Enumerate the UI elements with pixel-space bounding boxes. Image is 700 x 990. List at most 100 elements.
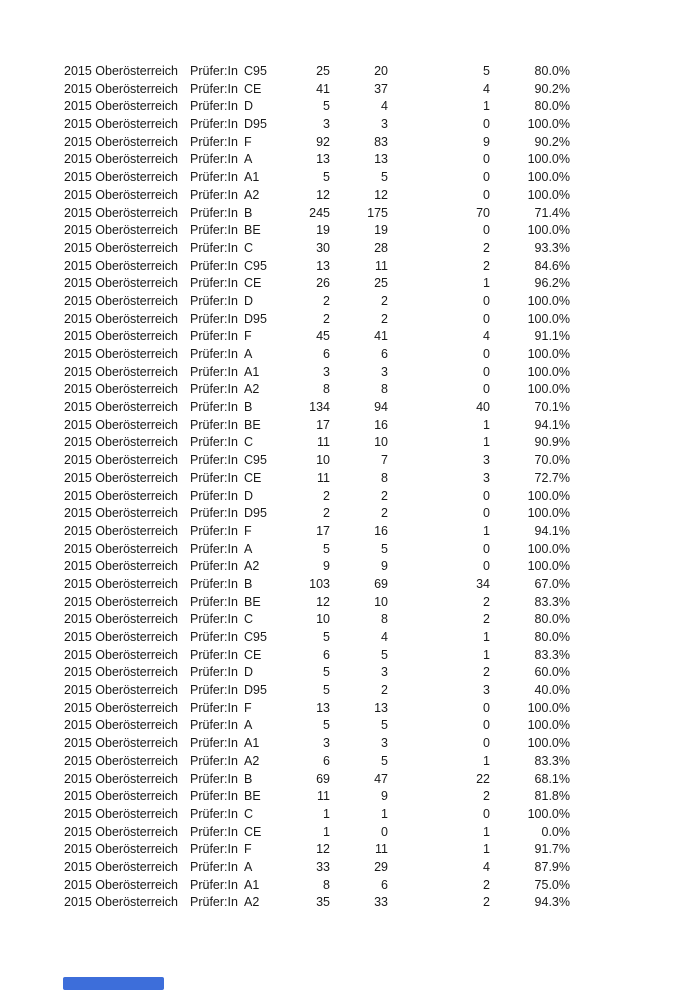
cell-passed: 8 xyxy=(381,382,388,397)
cell-passed: 33 xyxy=(374,895,388,910)
cell-license-class: A2 xyxy=(244,382,260,397)
cell-total: 17 xyxy=(316,417,330,432)
table-row: 2015 Oberösterreich Prüfer:In C95 13 11 … xyxy=(0,258,570,276)
cell-pass-rate: 71.4% xyxy=(534,205,570,220)
cell-passed: 4 xyxy=(381,99,388,114)
cell-passed: 3 xyxy=(381,364,388,379)
cell-passed: 5 xyxy=(381,753,388,768)
cell-total: 17 xyxy=(316,523,330,538)
table-row: 2015 Oberösterreich Prüfer:In D95 2 2 0 … xyxy=(0,311,570,329)
cell-pass-rate: 100.0% xyxy=(527,223,570,238)
cell-total: 5 xyxy=(323,630,330,644)
cell-license-class: D95 xyxy=(244,506,267,521)
cell-failed: 0 xyxy=(483,152,490,167)
cell-year-region: 2015 Oberösterreich xyxy=(64,647,178,662)
table-row: 2015 Oberösterreich Prüfer:In D 2 2 0 10… xyxy=(0,488,570,506)
cell-year-region: 2015 Oberösterreich xyxy=(64,382,178,397)
cell-year-region: 2015 Oberösterreich xyxy=(64,347,178,361)
cell-year-region: 2015 Oberösterreich xyxy=(64,117,178,132)
cell-license-class: C xyxy=(244,612,254,627)
cell-examiner: Prüfer:In xyxy=(190,895,238,910)
table-row: 2015 Oberösterreich Prüfer:In A2 9 9 0 1… xyxy=(0,558,570,576)
cell-total: 5 xyxy=(323,541,330,556)
table-row: 2015 Oberösterreich Prüfer:In A 6 6 0 10… xyxy=(0,346,570,364)
cell-total: 35 xyxy=(316,895,330,910)
cell-year-region: 2015 Oberösterreich xyxy=(64,417,178,432)
cell-examiner: Prüfer:In xyxy=(190,470,238,485)
cell-failed: 1 xyxy=(483,842,490,857)
table-row: 2015 Oberösterreich Prüfer:In F 45 41 4 … xyxy=(0,328,570,346)
data-table: 2015 Oberösterreich Prüfer:In C95 25 20 … xyxy=(0,63,570,912)
cell-pass-rate: 83.3% xyxy=(534,753,570,768)
cell-pass-rate: 94.1% xyxy=(534,417,570,432)
cell-examiner: Prüfer:In xyxy=(190,417,238,432)
table-row: 2015 Oberösterreich Prüfer:In BE 19 19 0… xyxy=(0,222,570,240)
cell-year-region: 2015 Oberösterreich xyxy=(64,665,178,680)
cell-year-region: 2015 Oberösterreich xyxy=(64,576,178,591)
cell-license-class: F xyxy=(244,134,252,149)
cell-total: 134 xyxy=(309,400,330,415)
table-row: 2015 Oberösterreich Prüfer:In C95 10 7 3… xyxy=(0,452,570,470)
cell-license-class: A1 xyxy=(244,736,260,751)
table-row: 2015 Oberösterreich Prüfer:In C95 25 20 … xyxy=(0,63,570,81)
cell-failed: 3 xyxy=(483,453,490,468)
cell-total: 3 xyxy=(323,364,330,379)
table-row: 2015 Oberösterreich Prüfer:In A2 8 8 0 1… xyxy=(0,381,570,399)
cell-pass-rate: 100.0% xyxy=(527,736,570,751)
cell-year-region: 2015 Oberösterreich xyxy=(64,364,178,379)
cell-pass-rate: 100.0% xyxy=(527,311,570,326)
cell-passed: 9 xyxy=(381,559,388,574)
table-row: 2015 Oberösterreich Prüfer:In D 5 3 2 60… xyxy=(0,664,570,682)
cell-failed: 34 xyxy=(476,576,490,591)
cell-license-class: D95 xyxy=(244,683,267,698)
cell-license-class: A1 xyxy=(244,364,260,379)
cell-pass-rate: 67.0% xyxy=(534,576,570,591)
cell-year-region: 2015 Oberösterreich xyxy=(64,134,178,149)
cell-pass-rate: 100.0% xyxy=(527,152,570,167)
cell-passed: 37 xyxy=(374,81,388,96)
cell-passed: 6 xyxy=(381,347,388,361)
cell-passed: 16 xyxy=(374,523,388,538)
cell-year-region: 2015 Oberösterreich xyxy=(64,152,178,167)
cell-failed: 1 xyxy=(483,753,490,768)
cell-license-class: C95 xyxy=(244,453,267,468)
cell-pass-rate: 83.3% xyxy=(534,594,570,609)
cell-examiner: Prüfer:In xyxy=(190,824,238,839)
cell-passed: 3 xyxy=(381,665,388,680)
cell-total: 3 xyxy=(323,736,330,751)
table-row: 2015 Oberösterreich Prüfer:In BE 11 9 2 … xyxy=(0,788,570,806)
cell-license-class: A1 xyxy=(244,877,260,892)
cell-year-region: 2015 Oberösterreich xyxy=(64,789,178,804)
cell-pass-rate: 75.0% xyxy=(534,877,570,892)
cell-examiner: Prüfer:In xyxy=(190,806,238,821)
cell-year-region: 2015 Oberösterreich xyxy=(64,293,178,308)
table-row: 2015 Oberösterreich Prüfer:In D 2 2 0 10… xyxy=(0,293,570,311)
cell-license-class: A xyxy=(244,859,253,874)
cell-passed: 5 xyxy=(381,170,388,185)
cell-pass-rate: 72.7% xyxy=(534,470,570,485)
cell-year-region: 2015 Oberösterreich xyxy=(64,736,178,751)
cell-year-region: 2015 Oberösterreich xyxy=(64,435,178,450)
cell-failed: 0 xyxy=(483,736,490,751)
cell-pass-rate: 90.2% xyxy=(534,81,570,96)
cell-failed: 1 xyxy=(483,647,490,662)
cell-examiner: Prüfer:In xyxy=(190,134,238,149)
cell-passed: 28 xyxy=(374,240,388,255)
cell-total: 11 xyxy=(317,470,330,485)
table-row: 2015 Oberösterreich Prüfer:In A1 5 5 0 1… xyxy=(0,169,570,187)
cell-license-class: BE xyxy=(244,789,261,804)
table-row: 2015 Oberösterreich Prüfer:In B 245 175 … xyxy=(0,205,570,223)
table-row: 2015 Oberösterreich Prüfer:In F 13 13 0 … xyxy=(0,700,570,718)
cell-examiner: Prüfer:In xyxy=(190,347,238,361)
cell-pass-rate: 100.0% xyxy=(527,488,570,503)
cell-examiner: Prüfer:In xyxy=(190,683,238,698)
cell-year-region: 2015 Oberösterreich xyxy=(64,400,178,415)
horizontal-scrollbar-thumb[interactable] xyxy=(63,977,164,990)
cell-passed: 13 xyxy=(374,152,388,167)
cell-examiner: Prüfer:In xyxy=(190,170,238,185)
cell-examiner: Prüfer:In xyxy=(190,612,238,627)
table-row: 2015 Oberösterreich Prüfer:In C 30 28 2 … xyxy=(0,240,570,258)
cell-total: 10 xyxy=(316,612,330,627)
cell-examiner: Prüfer:In xyxy=(190,842,238,857)
cell-total: 6 xyxy=(323,647,330,662)
